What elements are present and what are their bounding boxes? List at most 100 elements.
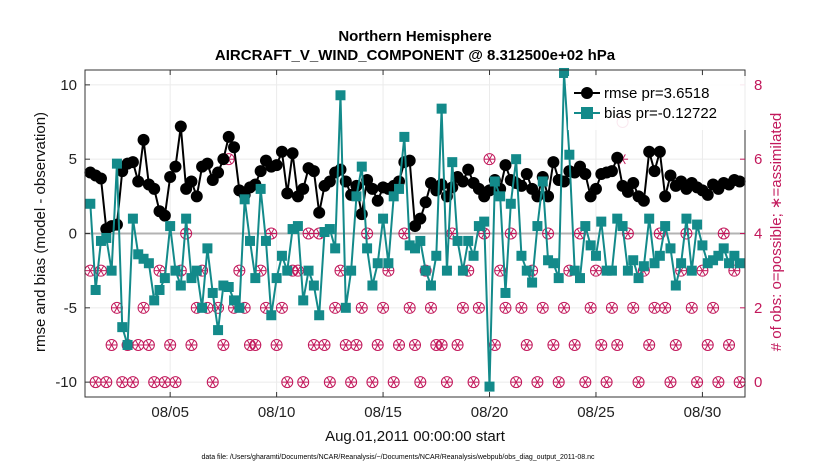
rmse-point [270, 159, 283, 172]
rmse-point [137, 133, 150, 146]
bias-point [282, 265, 293, 276]
bias-point [335, 90, 346, 101]
obs-assimilated-marker [324, 377, 336, 388]
y-right-tick-label: 8 [754, 77, 762, 94]
obs-assimilated-marker [393, 339, 405, 350]
obs-assimilated-marker [633, 377, 645, 388]
asterisk-stroke [300, 377, 307, 388]
asterisk-stroke [582, 377, 589, 388]
obs-assimilated-marker [372, 339, 384, 350]
bias-point [489, 176, 500, 187]
bias-point [90, 284, 101, 295]
bias-point [138, 253, 149, 264]
asterisk-stroke [704, 339, 711, 350]
chart-title-line2: AIRCRAFT_V_WIND_COMPONENT @ 8.312500e+02… [215, 47, 616, 64]
bias-point [399, 131, 410, 142]
bias-point [638, 261, 649, 272]
bias-point [330, 243, 341, 254]
asterisk-stroke [145, 339, 153, 350]
y-tick-label: 0 [69, 226, 77, 243]
bias-point [686, 265, 697, 276]
rmse-point [621, 185, 634, 198]
obs-assimilated-marker [723, 339, 735, 350]
bias-point [415, 235, 426, 246]
obs-assimilated-marker [143, 339, 155, 350]
rmse-point [185, 175, 198, 188]
obs-assimilated-marker [217, 339, 229, 350]
asterisk-stroke [571, 339, 578, 350]
asterisk-stroke [97, 265, 105, 276]
obs-assimilated-marker [712, 377, 724, 388]
asterisk-stroke [347, 377, 355, 388]
asterisk-stroke [608, 302, 616, 313]
x-tick-label: 08/15 [364, 404, 402, 421]
obs-assimilated-marker [521, 339, 533, 350]
bias-point [617, 221, 628, 232]
bias-point [319, 227, 330, 238]
bias-point [596, 216, 607, 227]
data-file-footer: data file: /Users/gharamti/Documents/NCA… [201, 454, 595, 461]
bias-point [213, 325, 224, 336]
obs-assimilated-marker [106, 339, 118, 350]
rmse-point [366, 182, 379, 195]
obs-assimilated-marker [686, 302, 698, 313]
bias-point [713, 250, 724, 261]
asterisk-stroke [92, 377, 99, 388]
asterisk-stroke [560, 302, 568, 313]
bias-point [580, 221, 591, 232]
bias-point [234, 302, 245, 313]
obs-assimilated-marker [297, 377, 309, 388]
bias-point [117, 322, 128, 333]
rmse-point [169, 160, 182, 173]
bias-point [127, 213, 138, 224]
obs-assimilated-marker [579, 377, 591, 388]
asterisk-stroke [587, 302, 594, 313]
asterisk-stroke [523, 339, 530, 350]
asterisk-stroke [667, 377, 674, 388]
obs-assimilated-marker [499, 302, 511, 313]
bias-point [372, 258, 383, 269]
asterisk-stroke [688, 302, 695, 313]
bias-point [223, 282, 234, 293]
asterisk-stroke [252, 339, 259, 350]
bias-point [340, 302, 351, 313]
asterisk-stroke [709, 302, 717, 313]
asterisk-stroke [113, 302, 121, 313]
obs-assimilated-marker [159, 377, 171, 388]
bias-point [511, 154, 522, 165]
asterisk-stroke [518, 302, 525, 313]
obs-assimilated-marker [473, 302, 485, 313]
asterisk-stroke [310, 339, 318, 350]
obs-assimilated-marker [414, 377, 426, 388]
bias-point [404, 240, 415, 251]
x-tick-label: 08/25 [577, 404, 615, 421]
bias-point [420, 265, 431, 276]
asterisk-stroke [342, 339, 349, 350]
obs-assimilated-marker [718, 228, 730, 239]
rmse-point [334, 163, 347, 176]
bias-point [425, 280, 436, 291]
obs-assimilated-marker [271, 339, 283, 350]
rmse-point [664, 169, 677, 182]
bias-point [245, 235, 255, 246]
bias-point [628, 255, 639, 266]
obs-assimilated-marker [558, 302, 570, 313]
bias-series [85, 67, 745, 392]
bias-point [170, 265, 181, 276]
bias-point [346, 265, 357, 276]
asterisk-stroke [135, 339, 142, 350]
bias-point [165, 221, 176, 232]
rmse-point [733, 175, 746, 188]
rmse-point [446, 181, 459, 194]
rmse-point [132, 175, 145, 188]
bias-point [724, 258, 735, 269]
asterisk-stroke [390, 377, 397, 388]
bias-point [585, 240, 596, 251]
rmse-point [483, 184, 496, 197]
asterisk-stroke [411, 339, 419, 350]
bias-point [159, 273, 170, 284]
asterisk-stroke [294, 265, 302, 276]
asterisk-stroke [550, 339, 557, 350]
asterisk-stroke [326, 377, 334, 388]
x-tick-label: 08/10 [258, 404, 296, 421]
